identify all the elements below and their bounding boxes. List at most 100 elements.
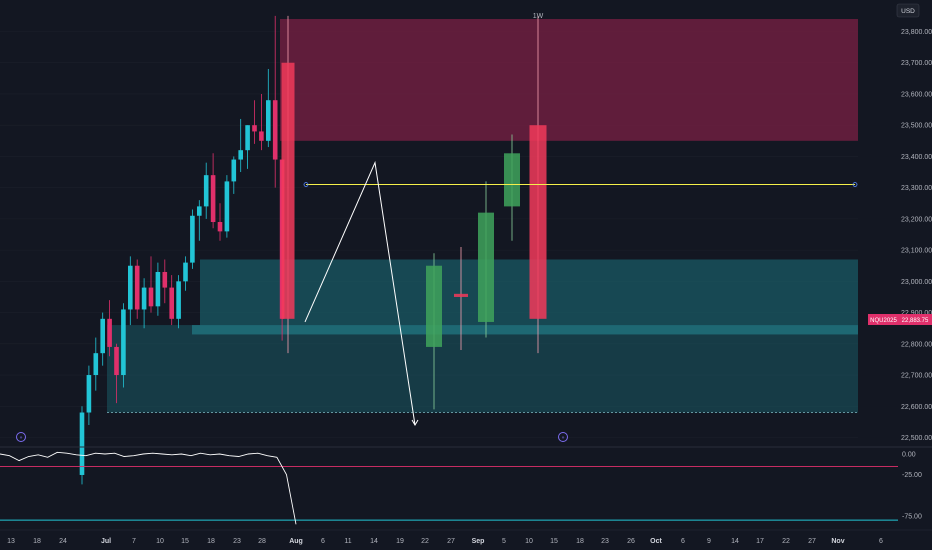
time-tick-label: 6 (681, 538, 685, 545)
daily-candle-body (155, 271, 161, 307)
price-tick-label: 22,600.00 (901, 404, 932, 411)
time-tick-label: 10 (525, 538, 533, 545)
time-tick-label: 15 (550, 538, 558, 545)
event-marker-icon[interactable]: » (558, 432, 568, 442)
daily-candle-body (245, 125, 250, 151)
daily-candle-body (231, 159, 237, 182)
daily-candle-body (272, 100, 278, 160)
demand-zone-inner (192, 325, 858, 335)
daily-candle-body (128, 265, 133, 310)
daily-candle-body (238, 150, 243, 160)
time-tick-label: 6 (321, 538, 325, 545)
time-tick-label: 18 (576, 538, 584, 545)
projection-arrowhead (411, 419, 419, 426)
price-tick-label: 23,800.00 (901, 29, 932, 36)
time-tick-label: 13 (7, 538, 15, 545)
demand-zone-upper (200, 259, 858, 326)
price-tick-label: 23,100.00 (901, 248, 932, 255)
projection-path-line (304, 160, 416, 426)
time-tick-label: 7 (132, 538, 136, 545)
demand-zone-lower (107, 325, 858, 413)
supply-zone (280, 19, 858, 141)
daily-candle-body (197, 206, 202, 216)
daily-candle-body (266, 100, 271, 141)
oscillator-tick-label: -75.00 (902, 514, 922, 521)
weekly-candle-body (454, 293, 468, 297)
daily-candle-body (169, 287, 174, 319)
daily-candle-body (259, 131, 264, 141)
time-tick-label: 26 (627, 538, 635, 545)
price-label-value-box (899, 314, 932, 325)
time-tick-label: 6 (879, 538, 883, 545)
time-tick-label: 24 (59, 538, 67, 545)
daily-candle-body (203, 175, 209, 207)
time-tick-label: 9 (707, 538, 711, 545)
event-marker-icon[interactable]: » (16, 432, 26, 442)
price-tick-label: 23,700.00 (901, 60, 932, 67)
time-tick-label: 14 (370, 538, 378, 545)
price-tick-label: 22,900.00 (901, 310, 932, 317)
key-level-handle (852, 182, 858, 187)
daily-candle-body (210, 175, 216, 223)
time-tick-label: Oct (650, 538, 662, 545)
time-tick-label: 10 (156, 538, 164, 545)
time-axis[interactable]: 13 18 24 Jul 7 10 15 18 23 28 Aug 6 11 14 19 22 27 Sep 5 10… (0, 529, 932, 545)
key-level-handle (303, 182, 309, 187)
daily-candle-body (252, 125, 257, 132)
weekly-candle-body (281, 62, 295, 319)
daily-candle-body (224, 181, 230, 232)
daily-candle-body (79, 412, 85, 475)
price-tick-label: 23,000.00 (901, 279, 932, 286)
price-tick-label: 23,600.00 (901, 91, 932, 98)
price-label-value: 22,883.75 (902, 318, 929, 324)
daily-candle-body (176, 281, 181, 319)
time-tick-label: Jul (101, 538, 111, 545)
time-tick-label: 15 (181, 538, 189, 545)
oscillator-panel (0, 446, 932, 525)
time-tick-label: 17 (756, 538, 764, 545)
time-tick-label: 28 (258, 538, 266, 545)
time-tick-label: 22 (421, 538, 429, 545)
time-tick-label: 22 (782, 538, 790, 545)
daily-candle-body (100, 318, 105, 354)
svg-text:»: » (19, 435, 22, 441)
time-tick-label: 14 (731, 538, 739, 545)
daily-candle-body (217, 222, 223, 232)
daily-candle-body (148, 287, 154, 307)
price-tick-label: 23,500.00 (901, 123, 932, 130)
svg-text:»: » (561, 435, 564, 441)
zones-layer (107, 19, 858, 413)
weekly-candle-body (478, 212, 494, 322)
price-tick-label: 23,400.00 (901, 154, 932, 161)
oscillator-line (0, 451, 297, 525)
daily-candle-body (93, 353, 99, 376)
daily-candle-body (86, 375, 92, 413)
price-label-symbol: NQU2025 (870, 318, 897, 324)
time-tick-label: 19 (396, 538, 404, 545)
price-tick-label: 22,700.00 (901, 373, 932, 380)
key-level-layer (303, 182, 858, 187)
daily-candle-body (183, 262, 188, 282)
time-tick-label: 23 (601, 538, 609, 545)
oscillator-tick-label: 0.00 (902, 452, 916, 459)
time-tick-label: Nov (831, 538, 844, 545)
price-tick-label: 23,300.00 (901, 185, 932, 192)
weekly-candle-body (529, 125, 547, 319)
daily-candle-body (134, 265, 140, 310)
oscillator-axis[interactable]: 0.00 -25.00 -75.00 (902, 452, 922, 521)
currency-box[interactable] (896, 3, 920, 18)
time-tick-label: 11 (344, 538, 351, 545)
daily-candle-body (141, 287, 147, 310)
time-tick-label: 18 (207, 538, 215, 545)
weekly-candle-body (504, 153, 520, 207)
price-axis[interactable]: 23,800.00 23,700.00 23,600.00 23,500.00 23,4… (901, 29, 932, 442)
time-tick-label: 18 (33, 538, 41, 545)
daily-candle-body (190, 215, 195, 263)
time-tick-label: 27 (447, 538, 455, 545)
weekly-candle-body (426, 265, 442, 347)
price-tick-label: 22,500.00 (901, 435, 932, 442)
time-tick-label: 27 (808, 538, 816, 545)
currency-label[interactable]: USD (901, 8, 915, 15)
time-tick-label: 5 (502, 538, 506, 545)
